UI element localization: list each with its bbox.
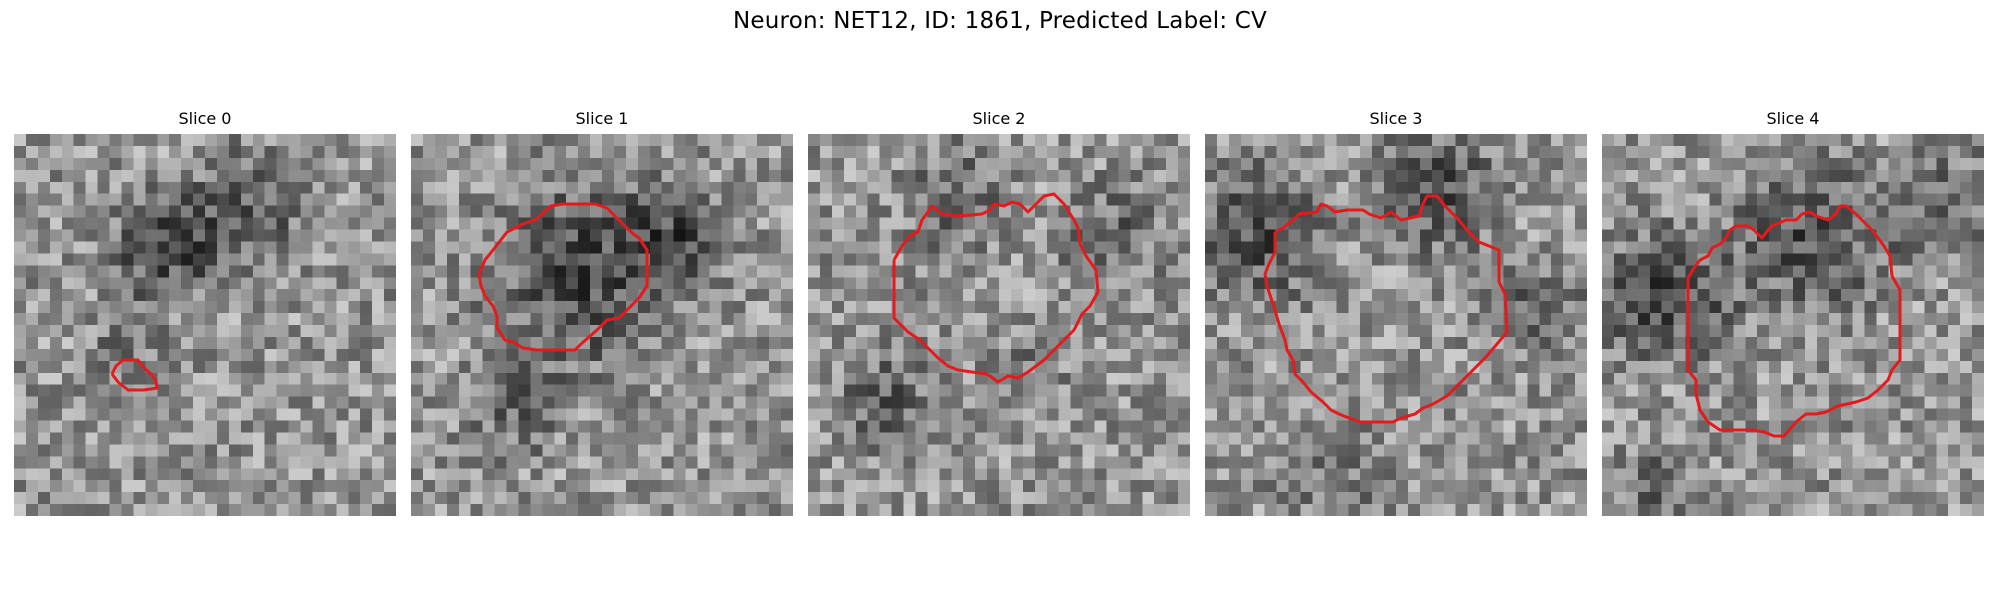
slice-title: Slice 3 [1369,109,1423,128]
slice-panel-1: Slice 1 [411,108,793,516]
slice-title: Slice 0 [178,109,232,128]
segmentation-outline [892,192,1100,384]
grayscale-patch [1205,134,1587,516]
figure-title: Neuron: NET12, ID: 1861, Predicted Label… [733,8,1267,34]
slice-title: Slice 1 [575,109,629,128]
slice-panel-3: Slice 3 [1205,108,1587,516]
segmentation-outline [110,358,159,392]
segmentation-outline [477,202,649,352]
segmentation-outline [1686,204,1902,438]
grayscale-patch [14,134,396,516]
slice-image [808,134,1190,516]
segmentation-outline [1263,194,1509,424]
slice-panel-2: Slice 2 [808,108,1190,516]
slice-panel-0: Slice 0 [14,108,396,516]
slice-title: Slice 2 [972,109,1026,128]
slice-image [14,134,396,516]
slice-image [411,134,793,516]
slice-title: Slice 4 [1766,109,1820,128]
grayscale-patch [808,134,1190,516]
slice-image [1602,134,1984,516]
grayscale-patch [1602,134,1984,516]
slice-panel-4: Slice 4 [1602,108,1984,516]
slice-image [1205,134,1587,516]
